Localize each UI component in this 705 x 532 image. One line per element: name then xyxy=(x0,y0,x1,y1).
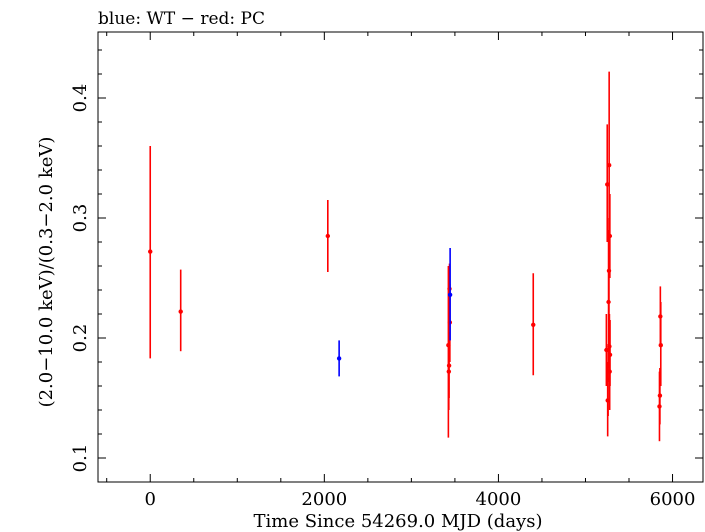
pc-data-point xyxy=(605,182,610,187)
y-axis-title: (2.0−10.0 keV)/(0.3−2.0 keV) xyxy=(36,137,57,408)
x-tick-label: 2000 xyxy=(301,489,347,510)
pc-data-point xyxy=(531,322,536,327)
x-tick-label: 6000 xyxy=(650,489,696,510)
y-tick-label: 0.3 xyxy=(70,204,91,233)
pc-data-point xyxy=(148,249,153,254)
x-tick-label: 4000 xyxy=(476,489,522,510)
chart-title: blue: WT − red: PC xyxy=(98,9,265,29)
plot-area: 0 2000 4000 6000 0.1 0.2 0.3 0.4 xyxy=(70,31,704,510)
pc-data-point xyxy=(657,393,663,398)
pc-data-point xyxy=(658,343,663,348)
plot-frame xyxy=(97,31,704,483)
y-tick-label: 0.2 xyxy=(70,324,91,353)
wt-data-point xyxy=(447,292,453,297)
y-tick-label: 0.4 xyxy=(70,84,91,113)
pc-data-point xyxy=(178,309,183,314)
pc-data-point xyxy=(607,233,613,239)
y-tick-label: 0.1 xyxy=(70,444,91,473)
pc-data-point xyxy=(606,163,612,168)
x-axis-title: Time Since 54269.0 MJD (days) xyxy=(253,511,542,532)
pc-data-point xyxy=(607,352,613,357)
pc-data-point xyxy=(446,363,452,368)
wt-data-point xyxy=(336,356,342,361)
pc-data-point xyxy=(325,233,331,239)
x-tick-label: 0 xyxy=(145,489,156,510)
